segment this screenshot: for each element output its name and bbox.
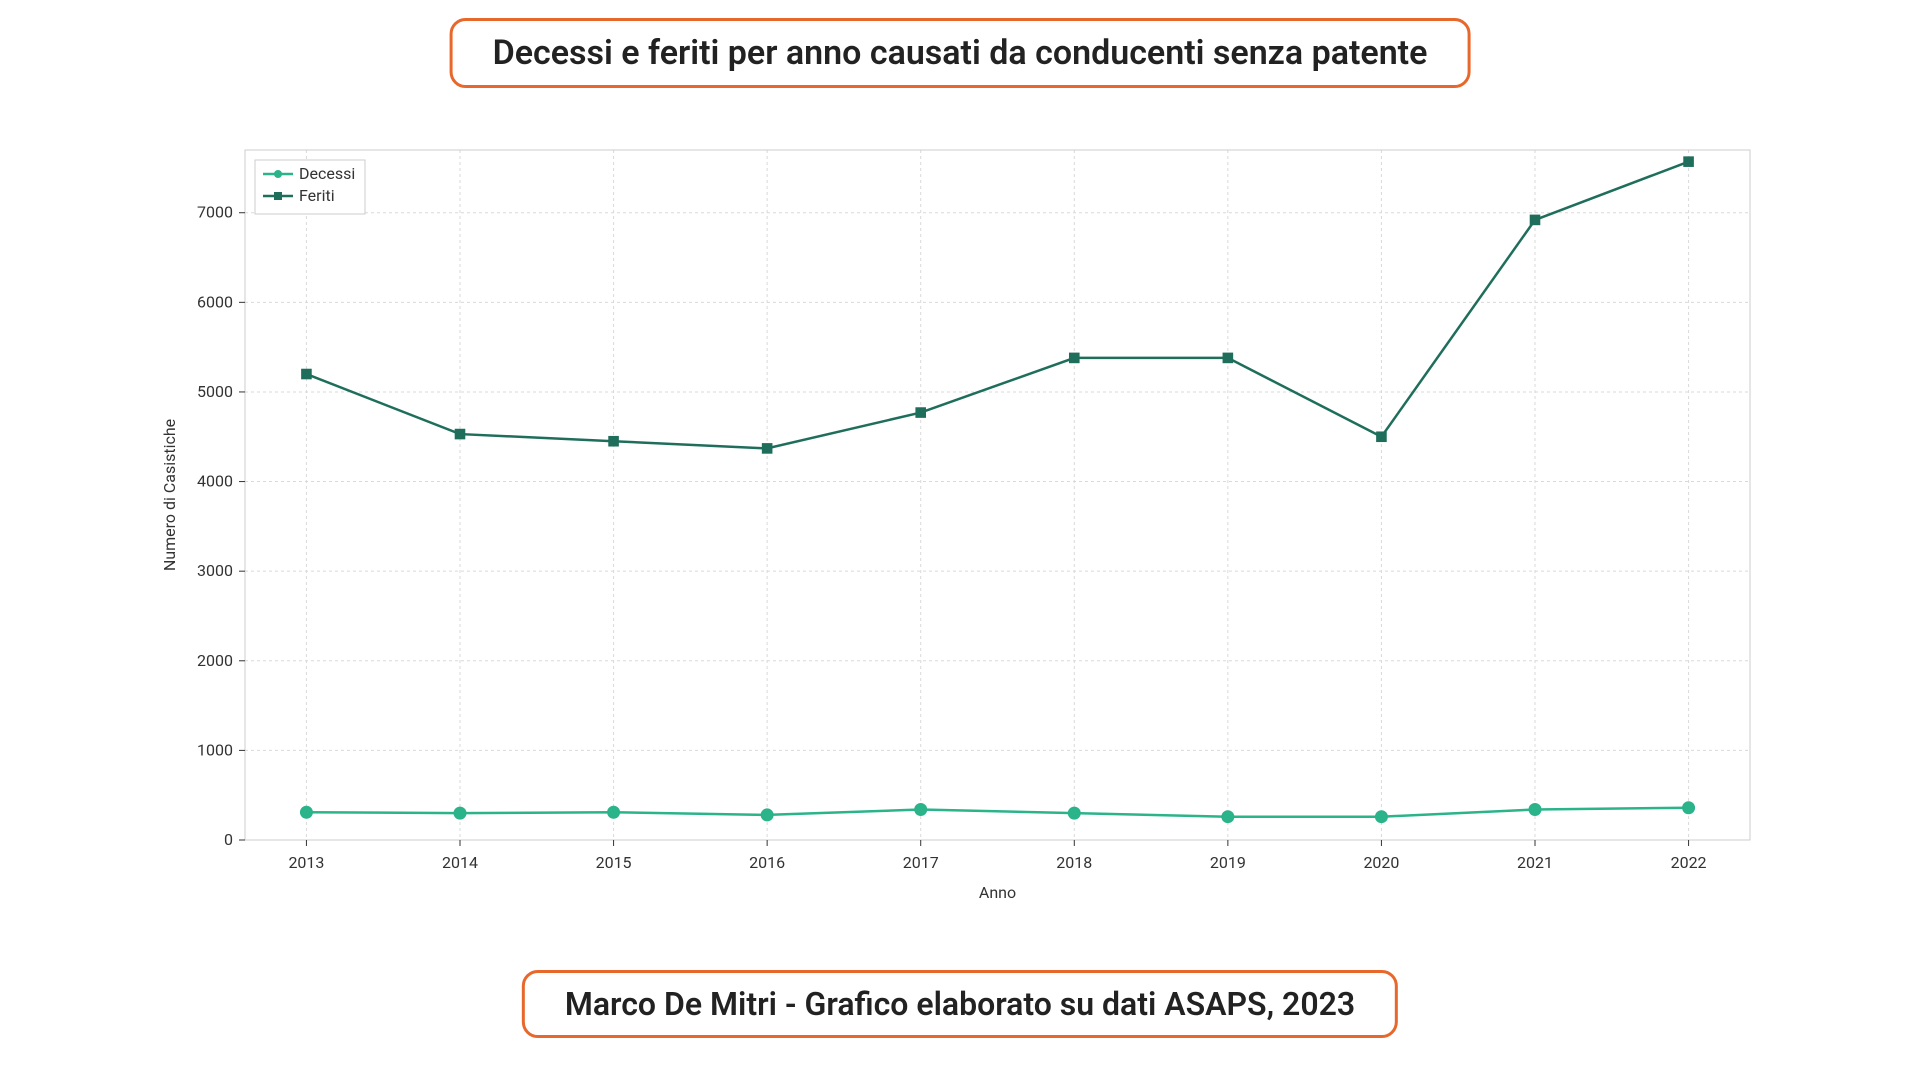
svg-text:Numero di Casistiche: Numero di Casistiche [160, 419, 179, 571]
svg-text:2014: 2014 [442, 853, 478, 872]
svg-text:Decessi: Decessi [299, 164, 355, 183]
svg-text:6000: 6000 [197, 292, 233, 311]
svg-text:2018: 2018 [1056, 853, 1092, 872]
chart-footer-text: Marco De Mitri - Grafico elaborato su da… [565, 985, 1355, 1023]
svg-text:7000: 7000 [197, 203, 233, 222]
chart-title-box: Decessi e feriti per anno causati da con… [450, 18, 1471, 88]
svg-text:2020: 2020 [1363, 853, 1399, 872]
svg-text:2019: 2019 [1210, 853, 1246, 872]
svg-text:1000: 1000 [197, 740, 233, 759]
svg-text:2017: 2017 [903, 853, 939, 872]
svg-text:Anno: Anno [979, 883, 1016, 902]
svg-text:0: 0 [224, 830, 233, 849]
svg-text:2015: 2015 [596, 853, 632, 872]
svg-text:3000: 3000 [197, 561, 233, 580]
svg-text:2000: 2000 [197, 651, 233, 670]
svg-text:5000: 5000 [197, 382, 233, 401]
line-chart: 0 1000 2000 3000 4000 5000 6000 7000 2013 2014 201… [150, 120, 1770, 920]
chart-container: 0 1000 2000 3000 4000 5000 6000 7000 2013 2014 201… [150, 120, 1770, 920]
chart-footer-box: Marco De Mitri - Grafico elaborato su da… [522, 970, 1398, 1038]
svg-text:4000: 4000 [197, 472, 233, 491]
svg-text:2021: 2021 [1517, 853, 1553, 872]
svg-text:2022: 2022 [1671, 853, 1707, 872]
svg-text:2013: 2013 [288, 853, 324, 872]
svg-text:Feriti: Feriti [299, 186, 335, 205]
svg-text:2016: 2016 [749, 853, 785, 872]
chart-title-text: Decessi e feriti per anno causati da con… [493, 33, 1428, 73]
